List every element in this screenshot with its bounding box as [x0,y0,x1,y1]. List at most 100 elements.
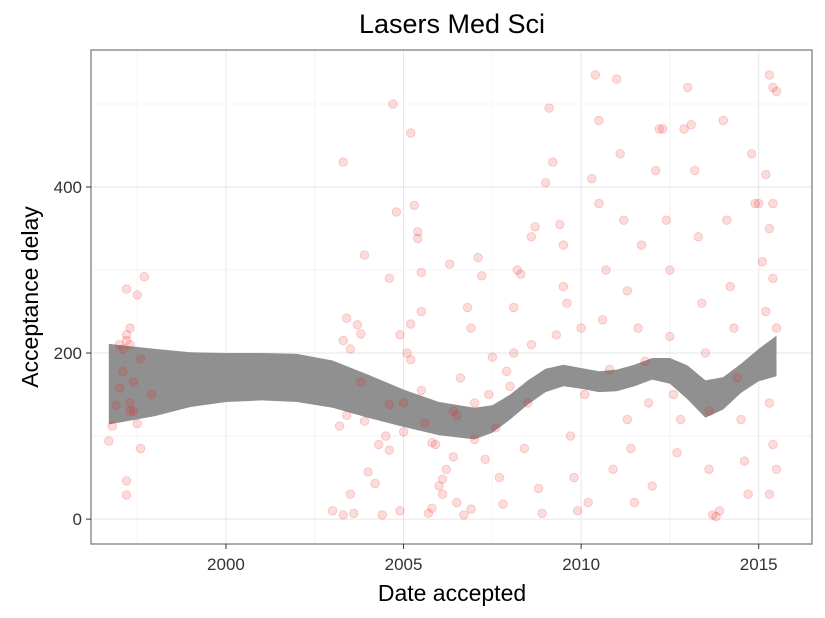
data-point [764,70,775,80]
data-point [768,273,778,284]
data-point [356,329,366,339]
data-point [377,510,387,520]
data-point [402,348,412,358]
data-point [544,103,554,113]
data-point [473,252,483,263]
data-point [487,352,498,362]
data-point [722,215,732,225]
data-point [338,157,348,167]
data-point [739,456,750,466]
y-axis-ticks: 0 200 400 [54,178,91,529]
data-point [501,366,512,377]
data-point [384,445,395,455]
data-point [356,377,366,387]
data-point [647,481,657,491]
data-point [135,443,146,454]
data-point [406,319,416,329]
x-axis-ticks: 2000 2005 2010 2015 [207,544,778,574]
data-point [370,478,380,489]
data-point [704,406,714,416]
data-point [466,323,476,333]
data-point [540,178,551,188]
data-point [132,418,142,429]
data-point [114,340,125,350]
data-point [118,366,128,377]
data-point [764,398,775,408]
data-point [558,240,569,250]
data-point [480,454,490,465]
data-point [530,222,540,232]
x-axis-title: Date accepted [378,580,526,606]
data-point [583,497,593,508]
data-point [519,443,530,454]
data-point [512,265,522,275]
data-point [388,99,398,109]
data-point [572,506,583,516]
data-point [342,410,352,421]
data-point [139,272,150,282]
data-point [338,335,348,346]
data-point [764,223,775,234]
data-point [327,506,338,516]
data-point [686,119,696,130]
data-point [768,198,778,209]
data-point [576,323,586,333]
x-tick-label: 2010 [562,555,600,574]
data-point [516,269,526,279]
data-point [700,348,711,358]
data-point [771,86,782,97]
data-point [622,414,633,425]
data-point [665,331,675,342]
data-point [757,257,768,267]
data-point [690,165,700,176]
data-point [125,406,135,416]
data-point [658,124,668,134]
data-point [509,348,519,358]
data-point [427,503,437,514]
data-point [359,416,370,426]
data-point [345,489,356,499]
data-point [104,436,114,446]
data-point [128,406,139,416]
data-point [590,70,601,80]
data-point [693,232,704,242]
data-point [434,481,444,491]
data-point [459,510,469,520]
data-point [484,389,494,400]
data-point [491,423,501,433]
data-point [764,489,775,499]
data-point [672,448,682,458]
data-point [413,227,423,237]
data-point [661,215,672,225]
data-point [114,383,125,393]
data-point [683,82,693,93]
data-point [746,149,757,159]
data-point [452,497,462,508]
data-point [668,389,679,400]
data-point [146,389,157,400]
data-point [342,313,352,323]
data-point [597,315,608,325]
data-point [526,232,537,242]
data-point [125,340,135,350]
y-tick-label: 0 [73,510,82,529]
data-point [697,298,707,308]
data-point [448,452,459,462]
data-points [104,70,782,522]
data-point [594,198,604,209]
data-point [466,504,476,514]
data-point [743,489,753,499]
data-point [455,373,466,383]
data-point [406,128,416,138]
data-point [725,281,736,292]
data-point [132,290,142,300]
x-tick-label: 2000 [207,555,245,574]
data-point [352,320,363,330]
plot-background [91,50,812,544]
data-point [477,271,487,281]
data-point [604,364,615,375]
data-point [761,169,771,180]
data-point [398,427,409,437]
data-point [636,240,647,250]
data-point [587,173,597,184]
